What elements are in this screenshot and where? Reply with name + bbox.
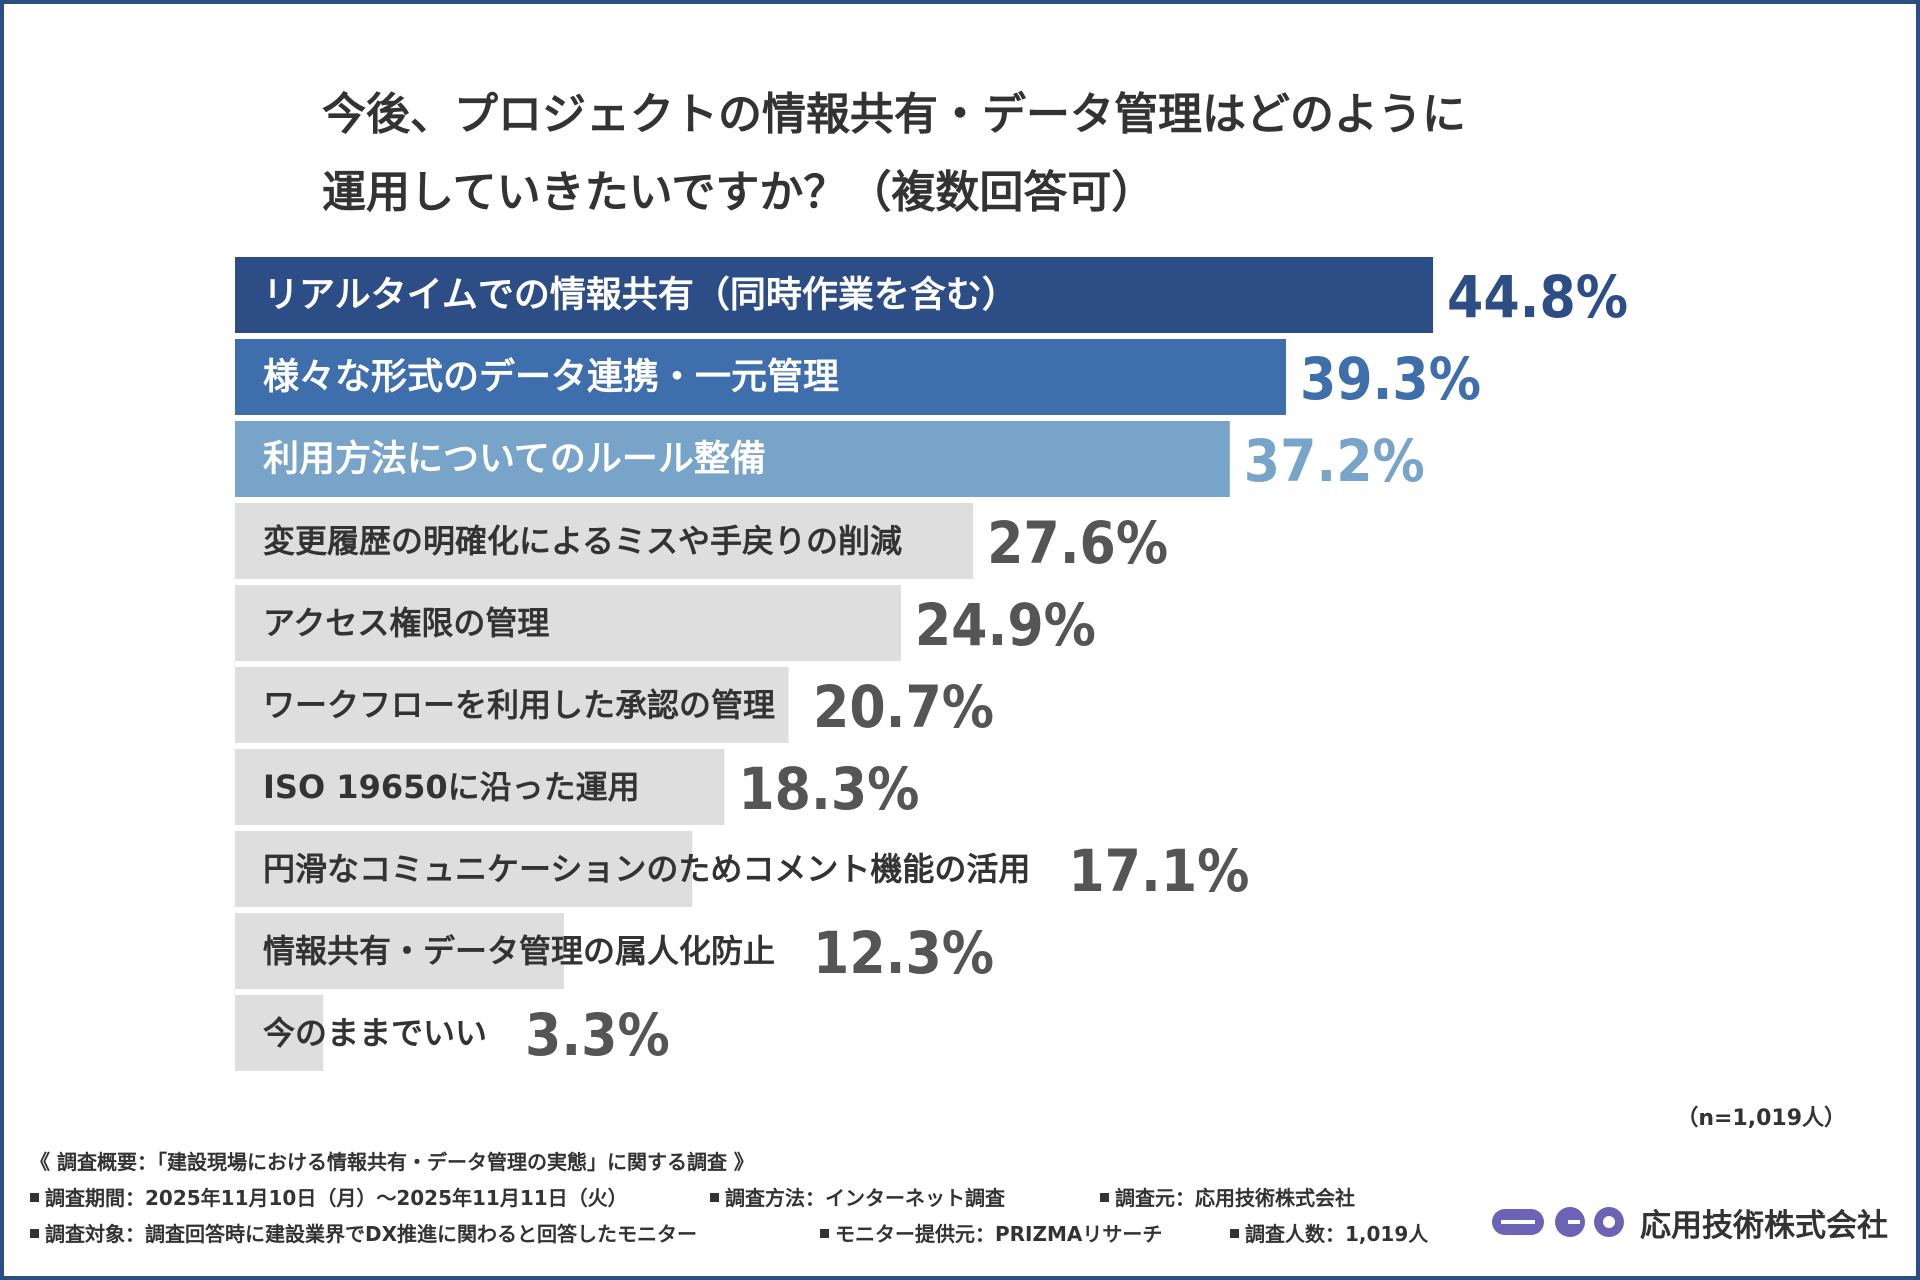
value-label: 39.3% xyxy=(1300,345,1481,413)
value-label: 27.6% xyxy=(987,509,1168,577)
survey-heading: 《 調査概要：「建設現場における情報共有・データ管理の実態」に関する調査 》 xyxy=(30,1150,754,1174)
survey-method-item: 調査方法：インターネット調査 xyxy=(710,1182,1005,1211)
bullet-square xyxy=(30,1193,39,1202)
bar-10 xyxy=(235,995,324,1071)
value-label: 24.9% xyxy=(915,591,1096,659)
bar-6 xyxy=(235,667,789,743)
chart-title-line2: 運用していきたいですか？（複数回答可） xyxy=(322,167,1156,218)
survey-count-item: 調査人数：1,019人 xyxy=(1230,1218,1428,1247)
value-label: 20.7% xyxy=(813,673,994,741)
category-label: ワークフローを利用した承認の管理 xyxy=(263,686,775,724)
survey-source: 調査元：応用技術株式会社 xyxy=(1115,1186,1355,1210)
category-label: ISO 19650に沿った運用 xyxy=(263,768,640,806)
chart-title-line1: 今後、プロジェクトの情報共有・データ管理はどのように xyxy=(322,89,1466,140)
survey-provider: モニター提供元：PRIZMAリサーチ xyxy=(835,1222,1163,1246)
survey-source-item: 調査元：応用技術株式会社 xyxy=(1100,1182,1355,1211)
bar-9 xyxy=(235,913,564,989)
survey-period: 調査期間：2025年11月10日（月）～2025年11月11日（火） xyxy=(45,1186,628,1210)
bullet-square xyxy=(710,1193,719,1202)
company-logo: 応用技術株式会社 xyxy=(1492,1202,1888,1244)
category-label: 情報共有・データ管理の属人化防止 xyxy=(263,932,775,970)
company-name: 応用技術株式会社 xyxy=(1640,1207,1888,1244)
survey-provider-item: モニター提供元：PRIZMAリサーチ xyxy=(820,1218,1162,1247)
bar-8 xyxy=(235,831,693,907)
sample-size-note: （n=1,019人） xyxy=(1676,1106,1846,1131)
category-label: 様々な形式のデータ連携・一元管理 xyxy=(263,356,839,398)
category-label: 変更履歴の明確化によるミスや手戻りの削減 xyxy=(263,522,902,560)
survey-count: 調査人数：1,019人 xyxy=(1245,1222,1429,1246)
value-label: 37.2% xyxy=(1244,427,1425,495)
survey-method: 調査方法：インターネット調査 xyxy=(725,1186,1005,1210)
category-label: 円滑なコミュニケーションのためコメント機能の活用 xyxy=(263,850,1030,888)
value-label: 3.3% xyxy=(525,1001,670,1069)
category-label: リアルタイムでの情報共有（同時作業を含む） xyxy=(263,275,1018,316)
category-label: 今のままでいい xyxy=(263,1014,487,1052)
value-label: 12.3% xyxy=(813,919,994,987)
survey-target: 調査対象：調査回答時に建設業界でDX推進に関わると回答したモニター xyxy=(45,1222,698,1246)
bar-2 xyxy=(235,339,1286,415)
bar-1 xyxy=(235,257,1434,333)
value-label: 17.1% xyxy=(1068,837,1249,905)
survey-target-item: 調査対象：調査回答時に建設業界でDX推進に関わると回答したモニター xyxy=(30,1218,697,1247)
company-logo-mark-icon xyxy=(1492,1207,1624,1237)
bar-7 xyxy=(235,749,725,825)
bullet-square xyxy=(1230,1229,1239,1238)
bar-4 xyxy=(235,503,974,579)
value-label: 18.3% xyxy=(738,755,919,823)
bar-3 xyxy=(235,421,1230,497)
bullet-square xyxy=(30,1229,39,1238)
chart-title: 今後、プロジェクトの情報共有・データ管理はどのように 運用していきたいですか？（… xyxy=(322,76,1722,232)
value-label: 44.8% xyxy=(1447,263,1628,331)
survey-period-item: 調査期間：2025年11月10日（月）～2025年11月11日（火） xyxy=(30,1182,628,1211)
category-label: アクセス権限の管理 xyxy=(263,604,549,642)
bullet-square xyxy=(1100,1193,1109,1202)
bullet-square xyxy=(820,1229,829,1238)
category-label: 利用方法についてのルール整備 xyxy=(263,439,766,480)
bar-5 xyxy=(235,585,901,661)
